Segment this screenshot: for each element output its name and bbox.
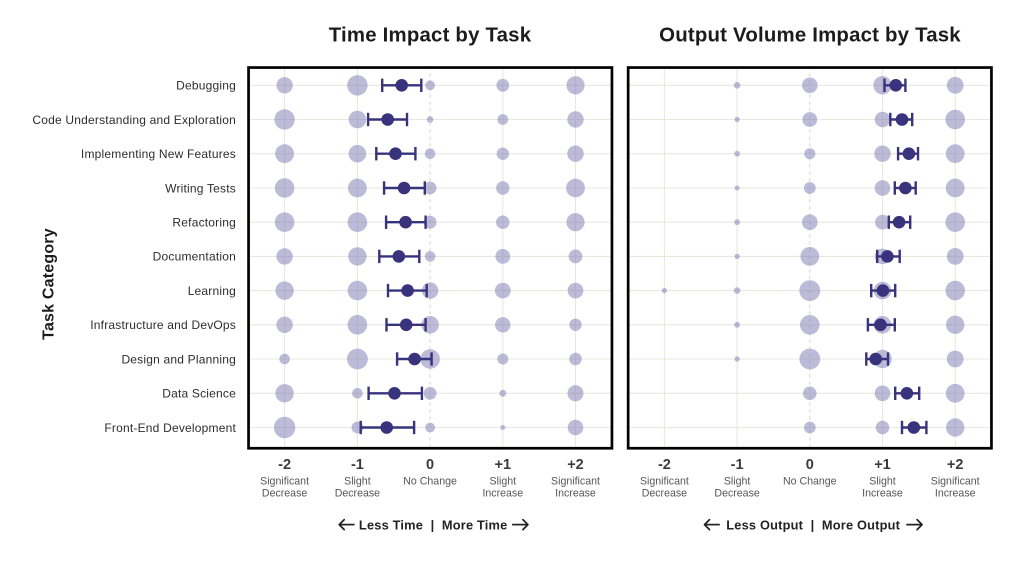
svg-text:Design and Planning: Design and Planning	[121, 352, 236, 366]
svg-text:Increase: Increase	[862, 488, 903, 500]
svg-text:Significant: Significant	[640, 476, 689, 488]
svg-text:+2: +2	[947, 457, 964, 473]
svg-text:Implementing New Features: Implementing New Features	[81, 147, 236, 161]
svg-text:Slight: Slight	[869, 476, 896, 488]
svg-text:Less Output | More Output: Less Output | More Output	[726, 517, 900, 532]
svg-text:Significant: Significant	[551, 476, 600, 488]
svg-text:Debugging: Debugging	[176, 79, 236, 93]
svg-text:-1: -1	[351, 457, 364, 473]
svg-text:+1: +1	[874, 457, 891, 473]
svg-text:Decrease: Decrease	[335, 488, 380, 500]
svg-text:Learning: Learning	[188, 284, 236, 298]
svg-text:Output Volume Impact by Task: Output Volume Impact by Task	[659, 25, 961, 47]
svg-text:Less Time | More Time: Less Time | More Time	[359, 517, 508, 532]
svg-text:Code Understanding and Explora: Code Understanding and Exploration	[32, 113, 236, 127]
svg-text:Slight: Slight	[724, 476, 751, 488]
svg-text:No Change: No Change	[403, 476, 457, 488]
svg-text:0: 0	[806, 457, 814, 473]
svg-text:Data Science: Data Science	[162, 387, 236, 401]
svg-text:Slight: Slight	[344, 476, 371, 488]
svg-text:Decrease: Decrease	[262, 488, 307, 500]
svg-text:Task Category: Task Category	[41, 228, 58, 340]
svg-text:-2: -2	[658, 457, 671, 473]
svg-text:-1: -1	[731, 457, 744, 473]
svg-text:Writing Tests: Writing Tests	[165, 181, 236, 195]
svg-text:Refactoring: Refactoring	[172, 216, 236, 230]
svg-text:Significant: Significant	[260, 476, 309, 488]
svg-text:-2: -2	[278, 457, 291, 473]
svg-text:Significant: Significant	[931, 476, 980, 488]
svg-text:0: 0	[426, 457, 434, 473]
svg-text:+1: +1	[495, 457, 512, 473]
svg-text:Front-End Development: Front-End Development	[104, 421, 236, 435]
svg-text:Decrease: Decrease	[642, 488, 687, 500]
svg-text:Slight: Slight	[490, 476, 517, 488]
svg-text:Increase: Increase	[935, 488, 976, 500]
svg-text:+2: +2	[567, 457, 584, 473]
svg-text:Increase: Increase	[555, 488, 596, 500]
svg-text:Decrease: Decrease	[714, 488, 759, 500]
svg-text:Infrastructure and DevOps: Infrastructure and DevOps	[90, 318, 236, 332]
svg-text:Documentation: Documentation	[153, 250, 236, 264]
svg-text:Time Impact by Task: Time Impact by Task	[329, 25, 532, 47]
svg-text:Increase: Increase	[482, 488, 523, 500]
svg-text:No Change: No Change	[783, 476, 837, 488]
